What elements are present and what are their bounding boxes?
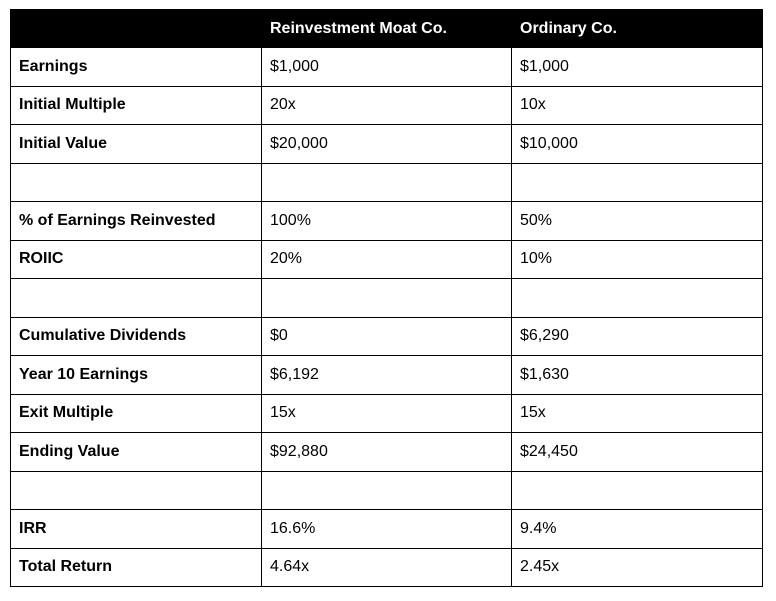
table-row: Exit Multiple 15x 15x [10,393,763,433]
row-label: Year 10 Earnings [10,355,262,395]
cell-value: $0 [261,316,512,356]
cell-value: 9.4% [511,509,763,549]
row-label: Initial Value [10,124,262,164]
cell-value: 20x [261,85,512,125]
header-row: Reinvestment Moat Co. Ordinary Co. [10,9,763,48]
table-row: IRR 16.6% 9.4% [10,509,763,549]
cell-value: $1,630 [511,355,763,395]
empty-cell [511,162,763,202]
cell-value: $24,450 [511,432,763,472]
empty-cell [10,162,262,202]
cell-value: 2.45x [511,547,763,587]
table-row: Ending Value $92,880 $24,450 [10,432,763,472]
row-label: Total Return [10,547,262,587]
empty-cell [511,470,763,510]
table-row: % of Earnings Reinvested 100% 50% [10,201,763,241]
cell-value: $1,000 [261,47,512,87]
cell-value: $6,192 [261,355,512,395]
table-row: Year 10 Earnings $6,192 $1,630 [10,355,763,395]
empty-cell [261,470,512,510]
column-header: Ordinary Co. [511,9,763,48]
spacer-row [10,162,763,202]
row-label: Cumulative Dividends [10,316,262,356]
comparison-table: Reinvestment Moat Co. Ordinary Co. Earni… [10,9,763,587]
cell-value: 15x [261,393,512,433]
row-label: IRR [10,509,262,549]
row-label: Exit Multiple [10,393,262,433]
header-empty-cell [10,9,262,48]
empty-cell [511,278,763,318]
cell-value: $1,000 [511,47,763,87]
table-body: Earnings $1,000 $1,000 Initial Multiple 20x 1… [10,47,763,587]
cell-value: 10% [511,239,763,279]
table-row: Cumulative Dividends $0 $6,290 [10,316,763,356]
row-label: Initial Multiple [10,85,262,125]
empty-cell [10,278,262,318]
row-label: Ending Value [10,432,262,472]
table-row: ROIIC 20% 10% [10,239,763,279]
table-row: Initial Value $20,000 $10,000 [10,124,763,164]
cell-value: 10x [511,85,763,125]
table-row: Total Return 4.64x 2.45x [10,547,763,587]
empty-cell [10,470,262,510]
cell-value: $10,000 [511,124,763,164]
cell-value: $92,880 [261,432,512,472]
spacer-row [10,278,763,318]
cell-value: 100% [261,201,512,241]
cell-value: 16.6% [261,509,512,549]
cell-value: 15x [511,393,763,433]
cell-value: 50% [511,201,763,241]
cell-value: 20% [261,239,512,279]
column-header: Reinvestment Moat Co. [261,9,512,48]
row-label: ROIIC [10,239,262,279]
empty-cell [261,162,512,202]
table-row: Initial Multiple 20x 10x [10,85,763,125]
cell-value: $6,290 [511,316,763,356]
table-row: Earnings $1,000 $1,000 [10,47,763,87]
row-label: % of Earnings Reinvested [10,201,262,241]
cell-value: 4.64x [261,547,512,587]
row-label: Earnings [10,47,262,87]
cell-value: $20,000 [261,124,512,164]
spacer-row [10,470,763,510]
empty-cell [261,278,512,318]
table-header: Reinvestment Moat Co. Ordinary Co. [10,9,763,48]
